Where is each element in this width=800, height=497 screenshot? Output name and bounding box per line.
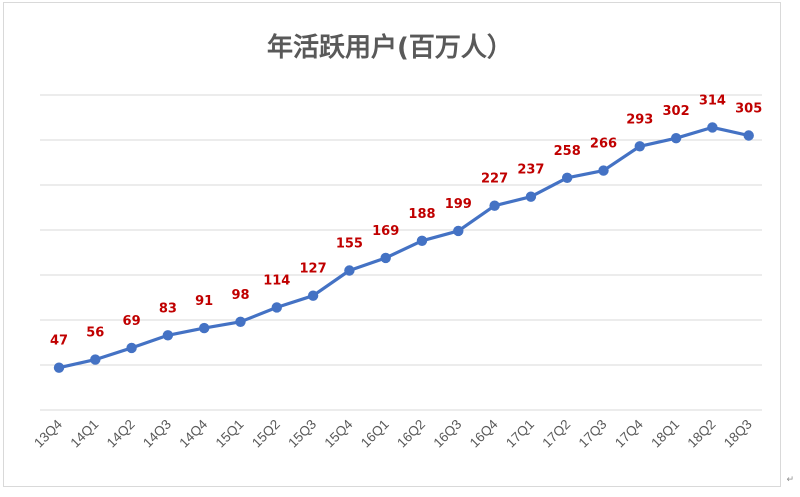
data-point <box>598 165 609 176</box>
data-point <box>670 133 682 144</box>
data-point <box>162 330 174 341</box>
data-point <box>53 362 65 373</box>
x-tick-label: 14Q1 <box>67 417 101 451</box>
data-points <box>53 122 754 373</box>
x-tick-label: 17Q3 <box>576 417 610 451</box>
series-line-group <box>57 125 751 370</box>
data-label: 237 <box>517 163 544 178</box>
x-tick-label: 18Q1 <box>648 417 682 451</box>
data-point <box>743 130 754 141</box>
data-point <box>416 235 428 246</box>
data-label: 266 <box>590 137 617 152</box>
x-tick-label: 18Q3 <box>721 417 755 451</box>
data-point <box>380 252 391 264</box>
x-axis-tick-labels: 13Q4 14Q1 14Q2 14Q3 14Q4 15Q1 15Q2 15Q3 15Q4 16Q1… <box>31 416 755 450</box>
data-point <box>344 265 355 276</box>
x-tick-label: 14Q2 <box>104 417 138 451</box>
data-label: 69 <box>123 314 141 329</box>
data-point <box>271 302 282 313</box>
x-tick-label: 13Q4 <box>31 416 65 450</box>
data-label: 293 <box>626 112 653 127</box>
data-point <box>199 322 210 334</box>
data-label: 56 <box>86 326 104 341</box>
data-point <box>562 172 573 183</box>
data-label: 98 <box>231 288 249 303</box>
data-point <box>525 191 537 202</box>
data-point <box>90 354 101 365</box>
data-label: 169 <box>372 224 399 239</box>
data-label: 305 <box>735 102 762 117</box>
series-line <box>57 125 751 370</box>
data-point <box>634 141 645 152</box>
data-label: 302 <box>663 104 690 119</box>
data-point <box>235 316 246 327</box>
data-label: 258 <box>554 144 581 159</box>
data-label: 155 <box>336 237 363 252</box>
x-tick-label: 16Q2 <box>394 417 428 451</box>
data-label: 188 <box>408 207 435 222</box>
data-point <box>307 290 319 301</box>
return-mark: ↵ <box>786 475 794 485</box>
x-tick-label: 14Q3 <box>140 417 174 451</box>
x-tick-label: 17Q4 <box>612 416 646 450</box>
data-point <box>453 225 464 237</box>
x-tick-label: 17Q2 <box>539 417 573 451</box>
data-label: 227 <box>481 172 508 187</box>
x-tick-label: 17Q1 <box>503 417 537 451</box>
chart-title: 年活跃用户(百万人） <box>267 32 513 63</box>
x-tick-label: 15Q2 <box>249 417 283 451</box>
data-label: 83 <box>159 301 177 316</box>
data-label: 199 <box>445 197 472 212</box>
data-label: 47 <box>50 334 68 349</box>
x-tick-label: 15Q4 <box>322 416 356 450</box>
data-point <box>126 342 137 354</box>
x-tick-label: 18Q2 <box>685 417 719 451</box>
data-label: 314 <box>699 93 726 108</box>
x-tick-label: 16Q3 <box>430 417 464 451</box>
x-tick-label: 15Q3 <box>285 417 319 451</box>
data-point <box>489 200 500 211</box>
x-tick-label: 16Q4 <box>467 416 501 450</box>
data-label: 91 <box>195 294 213 309</box>
data-label: 114 <box>263 273 290 288</box>
x-tick-label: 14Q4 <box>176 416 210 450</box>
data-point <box>707 122 718 133</box>
x-tick-label: 16Q1 <box>358 417 392 451</box>
gridlines <box>40 94 762 411</box>
chart-area <box>3 2 781 487</box>
data-label: 127 <box>300 262 327 277</box>
x-tick-label: 15Q1 <box>213 417 247 451</box>
data-labels: 47 56 69 83 91 98 114 127 155 169 188 199 227 237 258 2… <box>50 93 762 348</box>
